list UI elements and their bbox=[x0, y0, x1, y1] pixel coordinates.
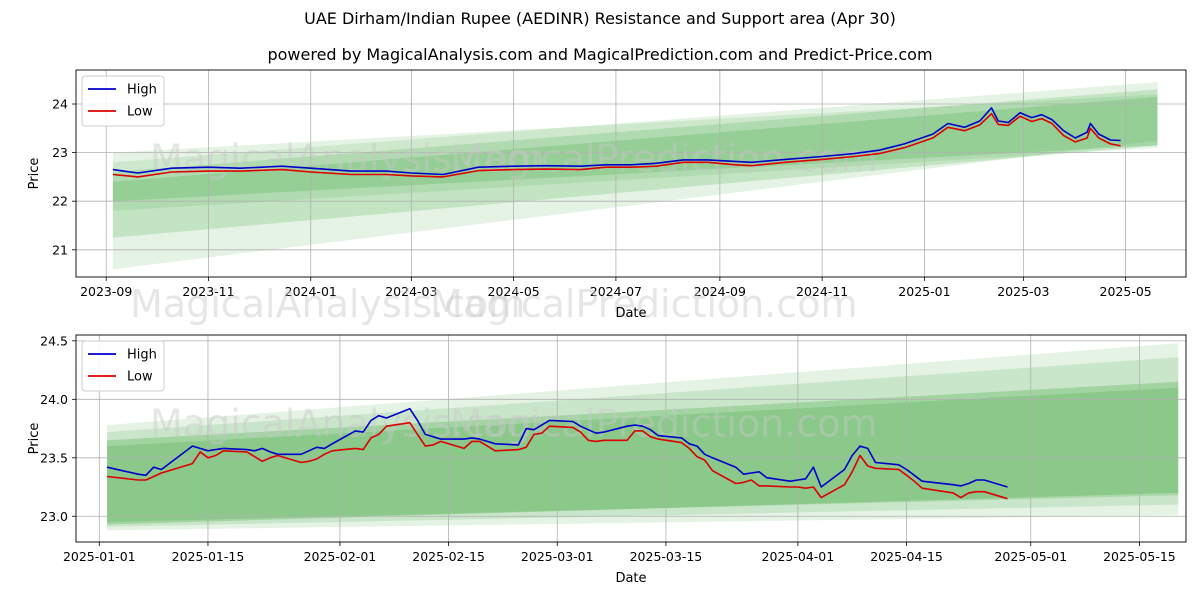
y-tick-label: 23.5 bbox=[40, 450, 68, 465]
x-axis-label: Date bbox=[615, 306, 646, 321]
chart-title: UAE Dirham/Indian Rupee (AEDINR) Resista… bbox=[304, 9, 896, 28]
plot-area bbox=[76, 70, 1186, 277]
x-tick-label: 2025-02-15 bbox=[412, 549, 485, 564]
x-tick-label: 2024-07 bbox=[590, 284, 642, 299]
watermark: MagicalAnalysis.com bbox=[130, 282, 525, 326]
legend-label-low: Low bbox=[127, 105, 153, 120]
x-tick-label: 2024-01 bbox=[285, 284, 337, 299]
y-tick-label: 21 bbox=[52, 242, 68, 257]
x-tick-label: 2023-11 bbox=[182, 284, 234, 299]
watermark: MagicalAnalysis.com bbox=[150, 137, 545, 181]
band-3 bbox=[112, 89, 1158, 238]
series-line-high bbox=[112, 107, 1121, 176]
y-tick-label: 24 bbox=[52, 97, 68, 112]
x-tick-label: 2025-05 bbox=[1100, 284, 1152, 299]
x-tick-label: 2023-09 bbox=[80, 284, 132, 299]
x-tick-label: 2025-03 bbox=[997, 284, 1049, 299]
x-axis-label: Date bbox=[615, 571, 646, 586]
x-tick-label: 2024-05 bbox=[488, 284, 540, 299]
plot-area bbox=[76, 335, 1186, 542]
x-tick-label: 2024-11 bbox=[796, 284, 848, 299]
x-tick-label: 2025-01-01 bbox=[63, 549, 136, 564]
y-axis-label: Price bbox=[27, 158, 42, 190]
legend: High Low bbox=[81, 340, 165, 392]
plot-frame bbox=[75, 69, 1187, 278]
watermark: MagicalPrediction.com bbox=[450, 137, 878, 181]
band-3 bbox=[107, 381, 1179, 525]
chart-panel-2: 2025-01-01 2025-01-15 2025-02-01 2025-02-15… bbox=[27, 333, 1187, 586]
y-tick-label: 23.0 bbox=[40, 509, 68, 524]
x-tick-label: 2025-04-15 bbox=[870, 549, 943, 564]
legend-label-high: High bbox=[127, 348, 157, 363]
x-tick-label: 2025-05-15 bbox=[1103, 549, 1176, 564]
y-tick-label: 24.0 bbox=[40, 392, 68, 407]
y-tick-label: 22 bbox=[52, 194, 68, 209]
band-2 bbox=[112, 82, 1158, 270]
x-tick-label: 2024-03 bbox=[385, 284, 437, 299]
chart-subtitle: powered by MagicalAnalysis.com and Magic… bbox=[267, 45, 933, 64]
y-tick-label: 23 bbox=[52, 145, 68, 160]
x-tick-label: 2025-03-01 bbox=[521, 549, 594, 564]
y-axis-label: Price bbox=[27, 423, 42, 455]
watermark: MagicalAnalysis.com bbox=[150, 402, 545, 446]
x-tick-label: 2025-04-01 bbox=[762, 549, 835, 564]
watermark: MagicalPrediction.com bbox=[450, 402, 878, 446]
chart-panel-1: 2023-09 2023-11 2024-01 2024-03 2024-05 2024-… bbox=[27, 69, 1187, 326]
band-4 bbox=[107, 387, 1179, 523]
legend: High Low bbox=[81, 75, 165, 127]
x-tick-label: 2024-09 bbox=[694, 284, 746, 299]
x-tick-label: 2025-01-15 bbox=[172, 549, 245, 564]
legend-label-low: Low bbox=[127, 370, 153, 385]
series-line-low bbox=[106, 421, 1008, 500]
plot-frame bbox=[75, 334, 1187, 543]
x-tick-label: 2025-03-15 bbox=[630, 549, 703, 564]
band-1 bbox=[107, 343, 1179, 531]
legend-label-high: High bbox=[127, 83, 157, 98]
series-line-high bbox=[106, 407, 1008, 488]
y-tick-label: 24.5 bbox=[40, 333, 68, 348]
watermark: MagicalPrediction.com bbox=[430, 282, 858, 326]
x-tick-label: 2025-01 bbox=[898, 284, 950, 299]
x-tick-label: 2025-02-01 bbox=[304, 549, 377, 564]
series-line-low bbox=[112, 112, 1121, 178]
x-tick-label: 2025-05-01 bbox=[994, 549, 1067, 564]
